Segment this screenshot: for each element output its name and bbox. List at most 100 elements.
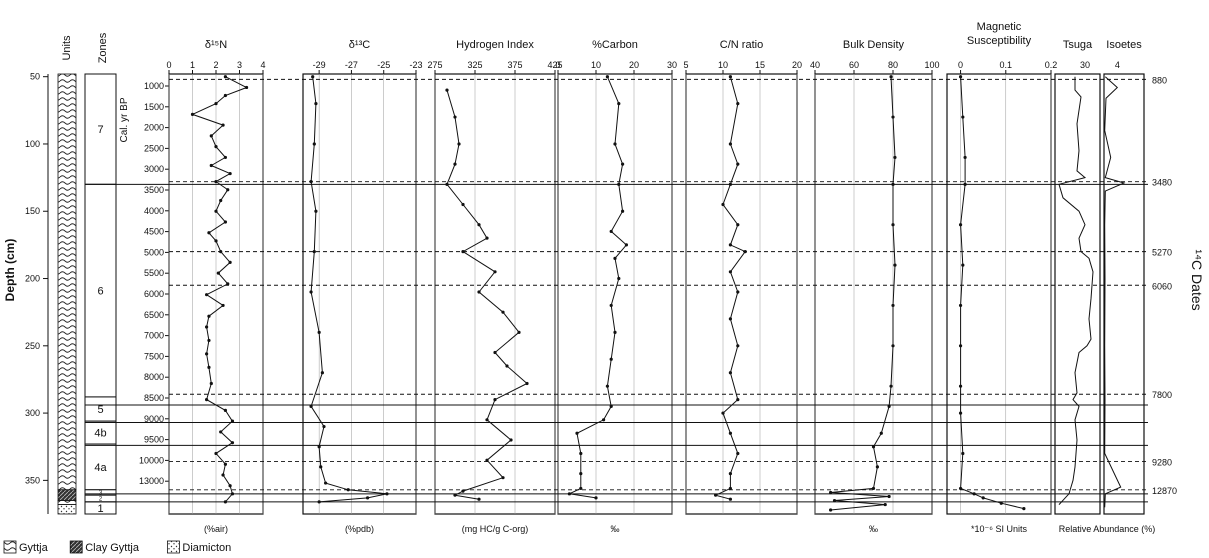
panel-point: [728, 486, 733, 491]
panel-point: [223, 155, 227, 160]
panel-title: Susceptibility: [967, 35, 1032, 47]
panel-tick-label: -25: [377, 60, 390, 70]
age-tick-label: 4000: [144, 206, 164, 216]
panel-tick-label: -23: [409, 60, 422, 70]
panel-point: [228, 484, 232, 488]
panel-point: [205, 293, 209, 297]
legend-swatch: [166, 540, 180, 554]
panel-point: [453, 493, 457, 497]
panel-point: [209, 134, 213, 138]
panel-title: δ¹³C: [349, 39, 370, 51]
panel-8: 4 Isoetes: [1103, 39, 1145, 515]
date-label: 6060: [1152, 281, 1172, 291]
panel-point: [501, 310, 505, 314]
panel-point: [609, 404, 613, 408]
zone-label: 5: [97, 404, 103, 416]
panel-point: [728, 472, 733, 476]
legend-label: Diamicton: [182, 542, 231, 554]
panel-point: [958, 75, 963, 79]
panel-point: [893, 155, 897, 160]
panel-series-line: [714, 76, 746, 500]
panel-frame: [685, 73, 798, 515]
age-axis: Cal. yr BP 1000 1500 2000 2500 3000 3500 4000 45…: [119, 81, 169, 486]
panel-title: Isoetes: [1106, 39, 1142, 51]
panel-point: [961, 115, 965, 119]
panel-point: [216, 271, 220, 275]
depth-tick-label: 50: [30, 72, 40, 82]
panel-point: [493, 350, 497, 355]
panel-point: [579, 472, 583, 476]
panel-point: [214, 239, 218, 243]
panel-point: [728, 142, 733, 146]
panel-point: [879, 431, 883, 435]
panel-point: [736, 398, 740, 402]
zone-box: [84, 183, 117, 398]
panel-point: [320, 371, 324, 375]
panel-point: [214, 451, 218, 456]
panel-point: [322, 424, 326, 429]
panel-tick-label: 0.2: [1045, 60, 1058, 70]
panel-point: [223, 462, 227, 466]
panel-point: [832, 498, 837, 503]
panel-point: [207, 231, 211, 235]
panel-point: [594, 496, 598, 500]
panel-tick-label: 100: [924, 60, 939, 70]
panel-point: [309, 290, 313, 294]
panel-0: 0 1 2 3 4 δ¹⁵N (%air): [166, 39, 265, 534]
panel-point: [893, 263, 897, 267]
panel-series-line: [446, 89, 528, 500]
panel-series-line: [1058, 76, 1094, 505]
panel-frame: [1054, 73, 1101, 515]
panel-point: [461, 202, 465, 207]
unit-interval: [57, 489, 77, 501]
panel-point: [728, 371, 733, 375]
panel-xlabel: (%air): [204, 524, 228, 534]
panel-point: [214, 209, 218, 213]
panel-6: 0 0.1 0.2 Magnetic Susceptibility *10⁻⁶ SI Un…: [946, 21, 1058, 534]
radiocarbon-dates: 880 3480 5270 6060 7800 9280 12870 ¹⁴C Dates: [1152, 75, 1205, 495]
panel-point: [314, 209, 318, 213]
panel-point: [871, 445, 876, 449]
panel-point: [736, 162, 740, 166]
age-tick-label: 8000: [144, 372, 164, 382]
panel-title: δ¹⁵N: [205, 39, 227, 51]
panel-point: [214, 145, 218, 149]
panel-tick-label: 4: [1115, 60, 1120, 70]
panel-point: [209, 163, 213, 168]
panel-point: [891, 344, 895, 348]
zone-label: 4b: [94, 428, 106, 440]
panel-xlabel: ‰: [869, 524, 878, 534]
panel-point: [891, 303, 895, 308]
panel-tick-label: 0: [166, 60, 171, 70]
panel-tick-label: 20: [792, 60, 802, 70]
panel-series-line: [567, 76, 628, 499]
panel-point: [453, 115, 457, 119]
panel-point: [230, 419, 235, 423]
panel-3: 0 10 20 30 %Carbon ‰: [555, 39, 677, 534]
panel-point: [829, 508, 833, 512]
legend-swatch: [3, 540, 17, 554]
panel-point: [457, 142, 461, 146]
panel-point: [207, 365, 211, 369]
unit-interval: [57, 504, 77, 515]
legend-label: Gyttja: [19, 542, 49, 554]
panel-point: [207, 314, 211, 318]
age-tick-label: 6500: [144, 310, 164, 320]
panel-series-line: [1104, 76, 1126, 508]
panel-xlabel: (mg HC/g C-org): [462, 524, 529, 534]
legend-swatch: [69, 540, 83, 554]
proxy-panels: 0 1 2 3 4 δ¹⁵N (%air) -29 -27 -25 -23 δ¹³C (%pdb) 275…: [166, 21, 1155, 534]
panel-title: Bulk Density: [843, 39, 905, 51]
panel-point: [309, 404, 313, 408]
panel-point: [485, 458, 489, 462]
panel-point: [958, 303, 963, 308]
panel-tick-label: 60: [849, 60, 859, 70]
depth-tick-label: 300: [25, 408, 40, 418]
panel-point: [728, 317, 733, 321]
unit-interval: [57, 500, 77, 505]
panel-point: [609, 303, 613, 308]
lithology-legend: Gyttja Clay Gyttja Diamicton: [3, 540, 231, 554]
panel-tick-label: 2: [213, 60, 218, 70]
panel-title: C/N ratio: [720, 39, 763, 51]
panel-point: [609, 229, 613, 234]
